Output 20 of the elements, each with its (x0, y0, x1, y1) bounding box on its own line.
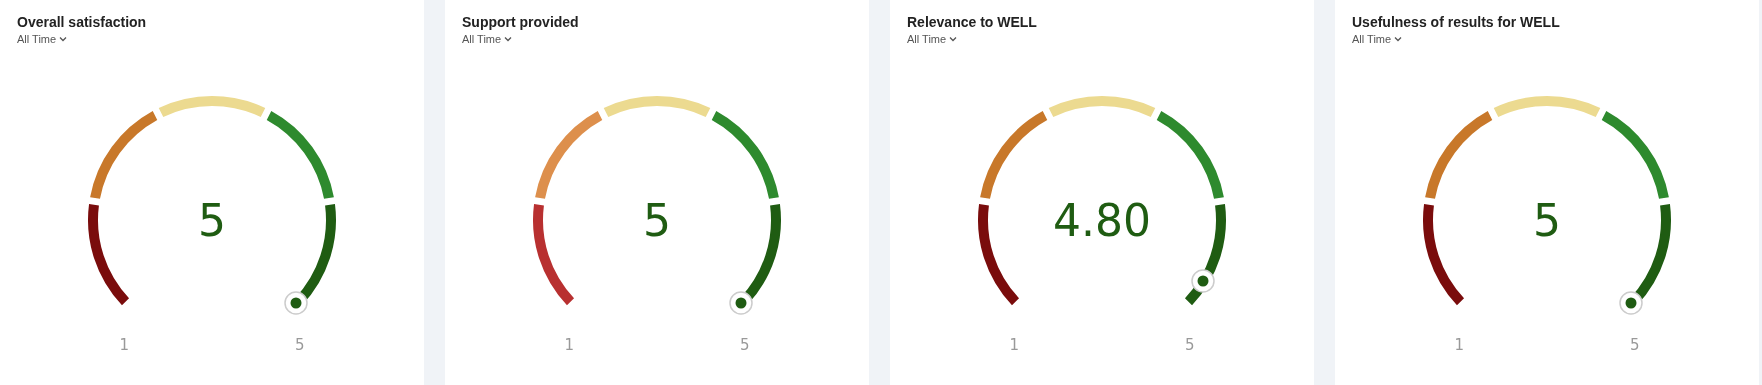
chart-subtitle: All Time (462, 33, 502, 45)
chart-title: Overall satisfaction (17, 14, 148, 30)
text: 1 (1009, 335, 1020, 354)
text: 4.80 (1053, 195, 1151, 246)
text: 5 (198, 195, 226, 246)
chart-title: Support provided (462, 14, 580, 30)
text: 5 (643, 195, 671, 246)
text: 1 (1454, 335, 1465, 354)
text: 5 (1184, 335, 1195, 354)
text: 5 (1533, 195, 1561, 246)
text: 1 (564, 335, 575, 354)
text: 5 (294, 335, 305, 354)
chart-subtitle: All Time (17, 33, 57, 45)
chart-title: Relevance to WELL (907, 14, 1038, 30)
text: 5 (1629, 335, 1640, 354)
text: 1 (119, 335, 130, 354)
chart-subtitle: All Time (1352, 33, 1392, 45)
chart-subtitle: All Time (907, 33, 947, 45)
chart-title: Usefulness of results for WELL (1352, 14, 1561, 30)
text: 5 (739, 335, 750, 354)
